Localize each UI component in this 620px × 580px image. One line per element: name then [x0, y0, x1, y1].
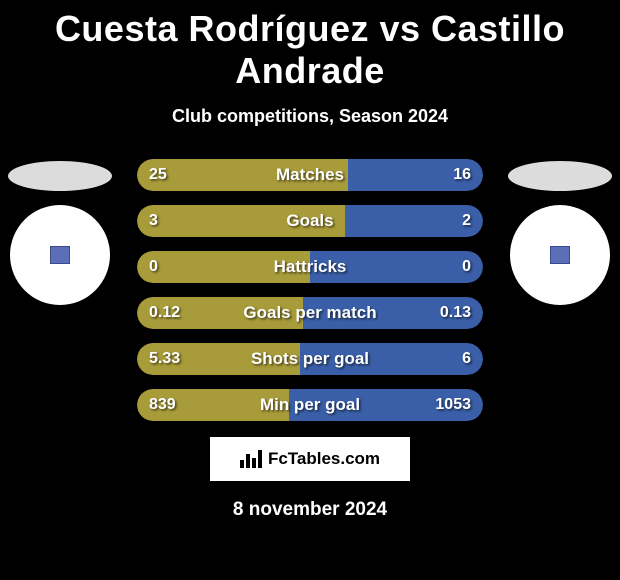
brand-bars-icon — [240, 450, 262, 468]
stat-label: Goals per match — [137, 303, 483, 323]
left-club-badge — [10, 205, 110, 305]
right-flag-icon — [508, 161, 612, 191]
stat-bar: 8391053Min per goal — [137, 389, 483, 421]
stat-bar: 2516Matches — [137, 159, 483, 191]
comparison-content: 2516Matches 32Goals 00Hattricks 0.120.13Goa… — [0, 159, 620, 521]
stat-bar: 0.120.13Goals per match — [137, 297, 483, 329]
stat-label: Min per goal — [137, 395, 483, 415]
stat-bar: 32Goals — [137, 205, 483, 237]
left-club-crest-icon — [50, 246, 70, 264]
page-title: Cuesta Rodríguez vs Castillo Andrade — [0, 0, 620, 92]
page-subtitle: Club competitions, Season 2024 — [0, 106, 620, 127]
stat-label: Hattricks — [137, 257, 483, 277]
right-club-badge — [510, 205, 610, 305]
stat-label: Shots per goal — [137, 349, 483, 369]
right-player-column — [500, 159, 620, 305]
date-label: 8 november 2024 — [0, 499, 620, 521]
right-club-crest-icon — [550, 246, 570, 264]
left-flag-icon — [8, 161, 112, 191]
stat-bars-container: 2516Matches 32Goals 00Hattricks 0.120.13Goa… — [137, 159, 483, 421]
stat-bar: 5.336Shots per goal — [137, 343, 483, 375]
stat-bar: 00Hattricks — [137, 251, 483, 283]
stat-label: Matches — [137, 165, 483, 185]
brand-text: FcTables.com — [268, 449, 380, 469]
stat-label: Goals — [137, 211, 483, 231]
left-player-column — [0, 159, 120, 305]
brand-box: FcTables.com — [210, 437, 410, 481]
